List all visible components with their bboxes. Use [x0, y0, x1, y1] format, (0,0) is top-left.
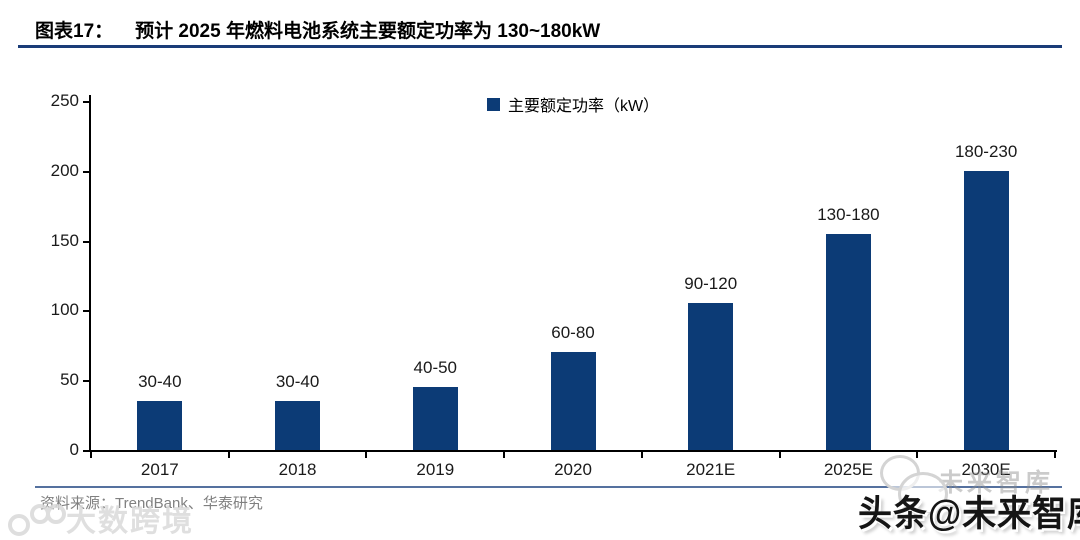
legend-label: 主要额定功率（kW） [507, 98, 660, 115]
bar-2019 [412, 387, 458, 450]
figure-title-text: 预计 2025 年燃料电池系统主要额定功率为 130~180kW [135, 21, 601, 42]
bar-value-label: 180-230 [954, 141, 1018, 161]
legend-swatch [486, 97, 500, 111]
y-axis-tick [83, 101, 89, 103]
y-axis-tick [83, 240, 89, 243]
y-axis-tick [83, 380, 89, 383]
bar-value-label: 60-80 [551, 323, 595, 343]
x-axis-category-label: 2025E [823, 460, 873, 479]
y-axis-tick-label: 250 [50, 91, 79, 110]
y-axis-tick-label: 100 [50, 300, 79, 320]
title-underline [18, 45, 1062, 48]
watermark-left-text: 大数跨境 [66, 505, 194, 538]
x-axis-category-label: 2020 [554, 460, 592, 479]
x-axis-tick [778, 452, 781, 458]
x-axis-category-label: 2019 [416, 460, 455, 479]
figure-number-label: 图表17： [35, 21, 114, 42]
bar-value-label: 90-120 [684, 274, 738, 294]
y-axis-tick-label: 200 [50, 160, 79, 180]
source-note: 资料来源：TrendBank、华泰研究 [40, 495, 263, 512]
watermark-bottom-left: 大数跨境 [6, 496, 194, 540]
x-axis-tick [227, 452, 230, 458]
bar-2021E [688, 303, 734, 450]
bar-2025E [825, 233, 871, 450]
y-axis-tick-label: 0 [69, 440, 79, 459]
chart-legend: 主要额定功率（kW） [91, 92, 1055, 116]
y-axis-tick [83, 170, 89, 173]
x-axis-tick [1054, 452, 1056, 458]
x-axis-category-label: 2017 [140, 460, 179, 479]
y-axis-tick [83, 450, 89, 452]
bar-value-label: 30-40 [138, 372, 182, 392]
zhiku-mascot-icon [898, 472, 948, 516]
footer-separator-line [35, 486, 1062, 488]
x-axis-line [89, 450, 1057, 452]
x-axis-tick [916, 452, 919, 458]
y-axis-tick-label: 50 [60, 370, 79, 390]
bar-value-label: 40-50 [413, 358, 458, 378]
bar-2020 [550, 352, 596, 450]
y-axis-tick-label: 150 [50, 230, 79, 250]
x-axis-tick [640, 452, 643, 458]
watermark-right-faint-text: 未来智库 [938, 469, 1055, 497]
bar-2018 [275, 401, 321, 450]
watermark-right-text: 头条@未来智库 [858, 494, 1080, 535]
figure-title: 图表17： 预计 2025 年燃料电池系统主要额定功率为 130~180kW [35, 16, 600, 43]
x-axis-category-label: 2030E [961, 460, 1011, 479]
bar-2017 [137, 401, 183, 450]
bar-value-label: 30-40 [275, 372, 320, 392]
x-axis-category-label: 2018 [278, 460, 317, 479]
x-axis-tick [365, 452, 368, 458]
x-axis-tick [90, 452, 92, 458]
x-axis-tick [503, 452, 506, 458]
bar-2030E [963, 170, 1009, 450]
bar-value-label: 130-180 [817, 204, 880, 224]
y-axis-tick [83, 310, 89, 313]
y-axis-line [89, 95, 91, 452]
dashukuajing-logo-icon [6, 498, 66, 538]
x-axis-category-label: 2021E [686, 460, 736, 479]
